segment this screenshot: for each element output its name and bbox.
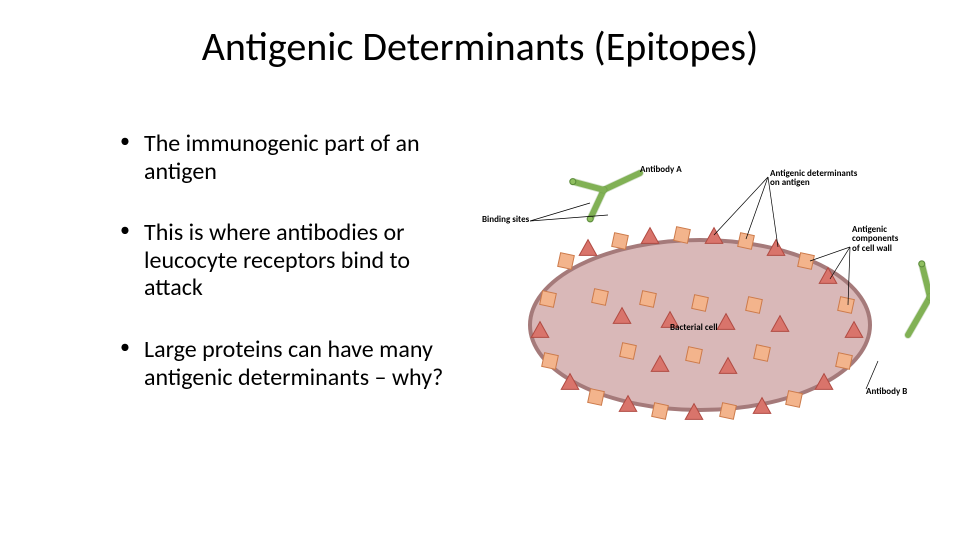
label-antigenic-components: Antigenic components of cell wall	[852, 225, 898, 253]
bullet-dot: •	[120, 130, 144, 185]
label-antigenic-determinants: Antigenic determinants on antigen	[770, 169, 857, 188]
diagram-svg	[470, 155, 930, 455]
label-antibody-b: Antibody B	[866, 387, 907, 396]
list-item: • Large proteins can have many antigenic…	[120, 336, 460, 391]
label-antibody-a: Antibody A	[640, 165, 682, 174]
page-title: Antigenic Determinants (Epitopes)	[0, 22, 960, 71]
bullet-text: Large proteins can have many antigenic d…	[144, 336, 460, 391]
list-item: • This is where antibodies or leucocyte …	[120, 219, 460, 302]
list-item: • The immunogenic part of an antigen	[120, 130, 460, 185]
bullet-text: The immunogenic part of an antigen	[144, 130, 460, 185]
bullet-text: This is where antibodies or leucocyte re…	[144, 219, 460, 302]
bullet-list: • The immunogenic part of an antigen • T…	[120, 130, 460, 425]
bullet-dot: •	[120, 336, 144, 391]
label-bacterial-cell: Bacterial cell	[670, 323, 718, 332]
label-binding-sites: Binding sites	[482, 215, 529, 224]
bullet-dot: •	[120, 219, 144, 302]
epitope-diagram: Antibody A Antigenic determinants on ant…	[470, 155, 930, 455]
